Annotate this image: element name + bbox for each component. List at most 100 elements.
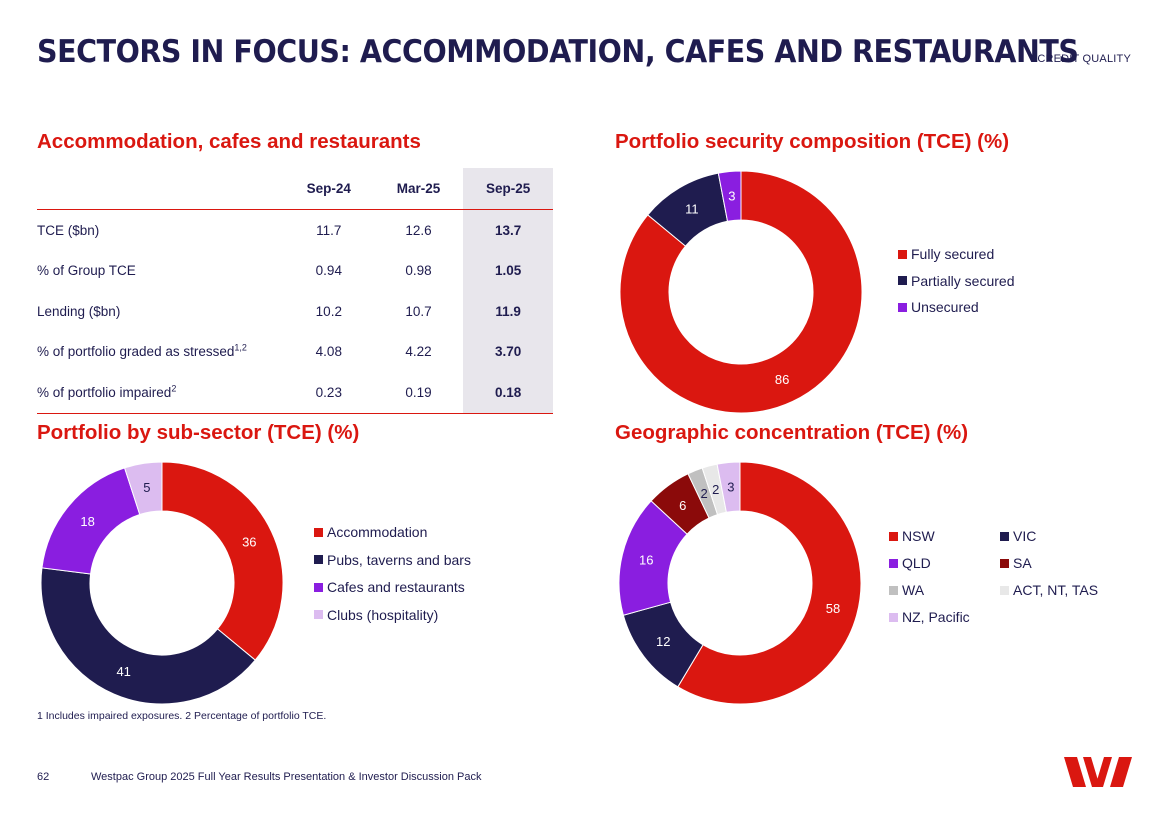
data-label-sa: 6 xyxy=(679,498,686,513)
row-label-text: % of Group TCE xyxy=(37,263,136,279)
data-label-clubs-hospitality: 5 xyxy=(143,480,150,495)
legend-swatch xyxy=(898,302,907,312)
table-header-row: Sep-24 Mar-25 Sep-25 xyxy=(37,168,553,210)
legend-item-nz-pacific: NZ, Pacific xyxy=(889,609,970,625)
slice-unsecured xyxy=(717,170,742,222)
data-label-fully-secured: 86 xyxy=(775,372,789,387)
cell-mar25: 12.6 xyxy=(405,222,432,238)
legend-label: ACT, NT, TAS xyxy=(1013,582,1099,598)
cell-mar25: 0.98 xyxy=(405,263,432,279)
cell-sep25: 0.18 xyxy=(463,372,553,414)
page-number: 62 xyxy=(37,771,50,783)
table-row: TCE ($bn) 11.7 12.6 13.7 xyxy=(37,209,553,251)
slice-fully-secured xyxy=(619,170,863,414)
row-label-sup: 1,2 xyxy=(234,342,247,353)
legend-swatch xyxy=(314,610,323,619)
legend-swatch xyxy=(898,276,907,285)
legend-swatch xyxy=(1000,585,1009,595)
table-row: % of portfolio graded as stressed1,2 4.0… xyxy=(37,331,553,373)
subsector-chart-title: Portfolio by sub-sector (TCE) (%) xyxy=(37,421,360,444)
legend-item-wa: WA xyxy=(889,582,924,598)
header-cell-mar25: Mar-25 xyxy=(373,168,464,210)
legend-swatch xyxy=(889,585,898,595)
data-label-accommodation: 36 xyxy=(242,534,256,549)
row-label: % of portfolio graded as stressed1,2 xyxy=(37,332,284,373)
data-label-pubs-taverns-and-bars: 41 xyxy=(116,664,130,679)
slice-clubs-hospitality xyxy=(123,461,163,516)
header-cell-blank xyxy=(37,168,284,210)
slice-pubs-taverns-and-bars xyxy=(40,567,256,705)
legend-label: QLD xyxy=(902,555,931,571)
footer-text: Westpac Group 2025 Full Year Results Pre… xyxy=(91,771,482,783)
legend-item-act-nt-tas: ACT, NT, TAS xyxy=(1000,582,1098,598)
logo-stroke-mid-left xyxy=(1083,757,1100,787)
cell-sep25: 1.05 xyxy=(463,250,553,291)
cell-sep25: 3.70 xyxy=(463,331,553,372)
security-chart-title: Portfolio security composition (TCE) (%) xyxy=(615,130,1010,153)
cell-sep24: 4.08 xyxy=(315,344,342,360)
geo-chart-title: Geographic concentration (TCE) (%) xyxy=(615,421,969,444)
metrics-table: Sep-24 Mar-25 Sep-25 TCE ($bn) 11.7 12.6… xyxy=(37,168,553,414)
legend-item-accommodation: Accommodation xyxy=(314,524,427,540)
cell-sep24: 10.2 xyxy=(315,303,342,319)
cell-mar25: 10.7 xyxy=(405,303,432,319)
row-label-text: Lending ($bn) xyxy=(37,303,121,319)
cell-sep24: 0.23 xyxy=(283,372,374,414)
legend-item-clubs-hospitality: Clubs (hospitality) xyxy=(314,607,438,623)
logo-stroke-right xyxy=(1110,757,1132,787)
legend-label: Pubs, taverns and bars xyxy=(327,551,471,568)
legend-swatch xyxy=(314,527,323,537)
legend-item-fully-secured: Fully secured xyxy=(898,246,994,262)
logo-stroke-left xyxy=(1064,757,1086,787)
westpac-logo-icon xyxy=(1064,757,1132,787)
data-label-qld: 16 xyxy=(639,553,653,568)
slice-nsw xyxy=(677,461,862,705)
legend-swatch xyxy=(889,531,898,541)
logo-stroke-mid-right xyxy=(1095,757,1112,787)
footnote: 1 Includes impaired exposures. 2 Percent… xyxy=(37,710,327,722)
table-row: % of portfolio impaired2 0.23 0.19 0.18 xyxy=(37,372,553,414)
data-label-act-nt-tas: 2 xyxy=(712,482,719,497)
legend-swatch xyxy=(1000,558,1009,568)
header-cell-sep24: Sep-24 xyxy=(283,168,374,210)
row-label: % of Group TCE xyxy=(37,251,284,292)
row-label-text: % of portfolio graded as stressed xyxy=(37,344,235,360)
subsector-donut-chart: 36 41 18 5 xyxy=(40,461,284,705)
row-label-text: % of portfolio impaired xyxy=(37,384,172,400)
cell-sep25: 11.9 xyxy=(463,291,553,332)
legend-item-vic: VIC xyxy=(1000,528,1036,544)
header-cell-sep25: Sep-25 xyxy=(463,168,553,210)
legend-label: NSW xyxy=(902,528,935,544)
row-label: % of portfolio impaired2 xyxy=(37,372,284,414)
legend-swatch xyxy=(1000,531,1009,541)
security-donut-chart: 86 11 3 xyxy=(619,170,863,414)
legend-item-sa: SA xyxy=(1000,555,1032,571)
legend-item-cafes-and-restaurants: Cafes and restaurants xyxy=(314,579,465,595)
legend-label: Cafes and restaurants xyxy=(327,579,465,595)
slice-nz-pacific xyxy=(716,461,741,513)
page-title: SECTORS IN FOCUS: ACCOMMODATION, CAFES A… xyxy=(37,34,1079,70)
cell-sep24: 11.7 xyxy=(316,222,342,238)
legend-label: Fully secured xyxy=(911,246,995,262)
data-label-nz-pacific: 3 xyxy=(727,479,734,494)
legend-label: Clubs (hospitality) xyxy=(327,606,439,623)
data-label-nsw: 58 xyxy=(826,601,840,616)
legend-swatch xyxy=(889,558,898,568)
table-heading: Accommodation, cafes and restaurants xyxy=(37,130,421,153)
legend-item-nsw: NSW xyxy=(889,528,935,544)
data-label-partially-secured: 11 xyxy=(685,201,699,216)
row-label: Lending ($bn) xyxy=(37,291,284,332)
legend-label: Partially secured xyxy=(911,272,1015,289)
row-label-text: TCE ($bn) xyxy=(37,222,100,238)
legend-label: NZ, Pacific xyxy=(902,609,970,625)
legend-label: SA xyxy=(1013,555,1032,571)
data-label-cafes-and-restaurants: 18 xyxy=(80,514,94,529)
legend-label: WA xyxy=(902,582,925,598)
table-row: Lending ($bn) 10.2 10.7 11.9 xyxy=(37,291,553,332)
row-label-sup: 2 xyxy=(171,383,177,394)
data-label-wa: 2 xyxy=(701,486,708,501)
legend-swatch xyxy=(889,612,898,622)
legend-swatch xyxy=(314,582,323,592)
legend-item-unsecured: Unsecured xyxy=(898,299,979,315)
cell-sep25: 13.7 xyxy=(463,209,553,251)
